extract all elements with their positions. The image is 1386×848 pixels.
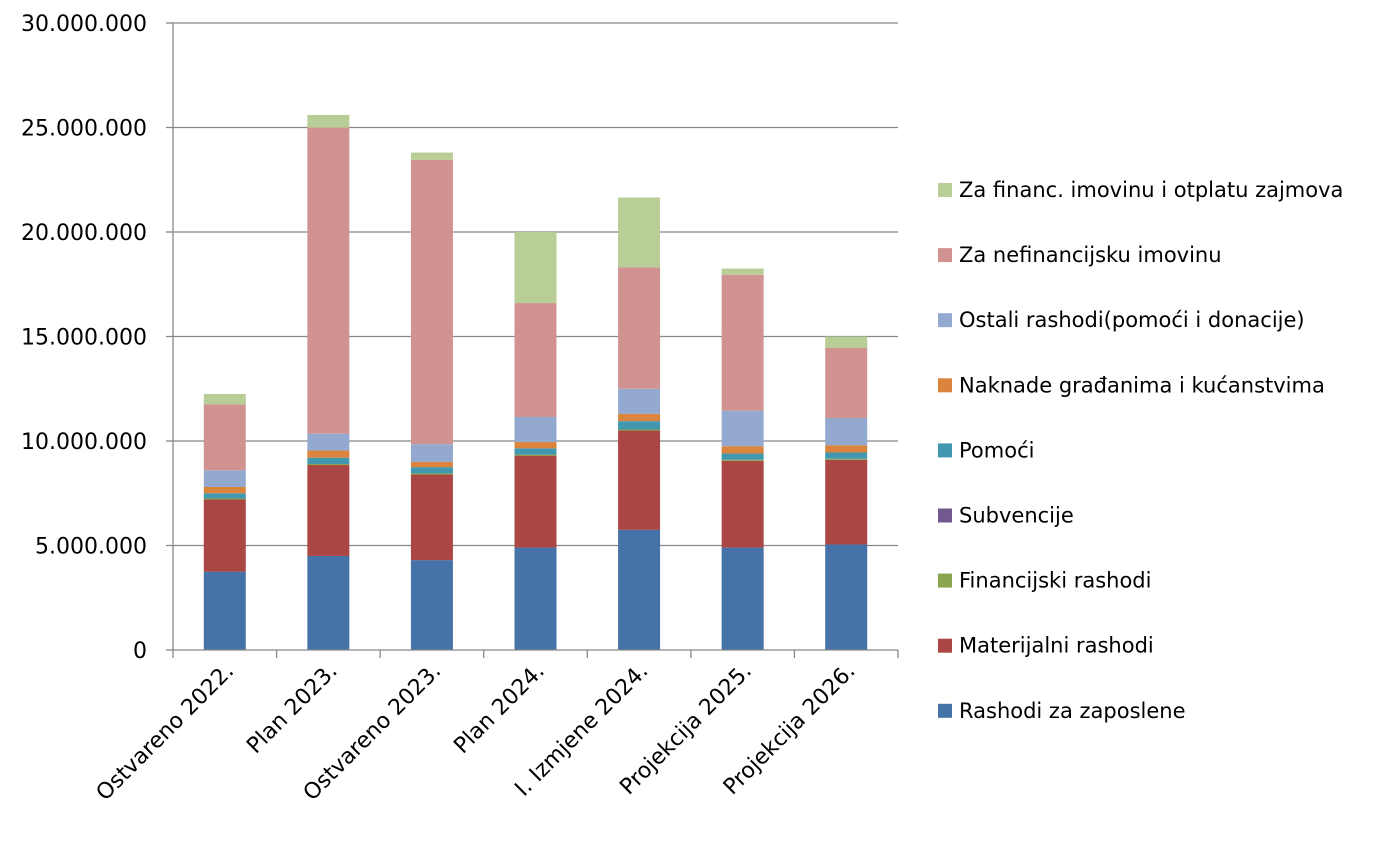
bar-segment bbox=[307, 463, 350, 466]
bar-segment bbox=[307, 114, 350, 128]
bar-segment bbox=[410, 467, 453, 474]
bar-segment bbox=[721, 453, 764, 460]
bar-segment bbox=[514, 547, 557, 650]
legend-swatch bbox=[938, 183, 952, 197]
legend-label: Ostali rashodi(pomoći i donacije) bbox=[959, 308, 1305, 332]
bar-segment bbox=[410, 560, 453, 650]
bar-segment bbox=[203, 393, 246, 405]
bar-segment bbox=[307, 127, 350, 434]
bar-segment bbox=[618, 429, 661, 431]
bar-segment bbox=[514, 303, 557, 417]
bar-segment bbox=[307, 555, 350, 650]
bar-segment bbox=[825, 544, 868, 650]
bar-segment bbox=[514, 454, 557, 456]
bar-segment bbox=[307, 457, 350, 464]
bar-segment bbox=[825, 445, 868, 453]
bar-segment bbox=[514, 232, 557, 304]
bar-segment bbox=[410, 444, 453, 462]
bar-segment bbox=[410, 159, 453, 445]
legend-label: Subvencije bbox=[959, 504, 1074, 528]
legend-label: Za financ. imovinu i otplatu zajmova bbox=[959, 178, 1343, 202]
bar-segment bbox=[410, 473, 453, 475]
bar-segment bbox=[514, 455, 557, 548]
bar-segment bbox=[825, 459, 868, 545]
y-tick-label: 5.000.000 bbox=[35, 535, 147, 560]
bar-segment bbox=[203, 404, 246, 471]
bar-segment bbox=[307, 465, 350, 556]
bar-segment bbox=[825, 458, 868, 460]
legend-swatch bbox=[938, 573, 952, 588]
legend-swatch bbox=[938, 248, 952, 263]
bar-segment bbox=[618, 388, 661, 414]
legend-swatch bbox=[938, 638, 952, 653]
y-tick-label: 15.000.000 bbox=[21, 326, 147, 351]
x-tick-label: Ostvareno 2022. bbox=[92, 659, 239, 806]
bar-segment bbox=[203, 571, 246, 650]
bar-segment bbox=[618, 430, 661, 530]
bar-segment bbox=[514, 442, 557, 449]
bar-segment bbox=[203, 470, 246, 487]
y-tick-label: 30.000.000 bbox=[21, 12, 147, 37]
bar-segment bbox=[721, 410, 764, 447]
bar-segment bbox=[721, 446, 764, 454]
bar-segment bbox=[514, 448, 557, 455]
bar-segment bbox=[410, 152, 453, 160]
y-tick-label: 20.000.000 bbox=[21, 221, 147, 246]
legend-label: Materijalni rashodi bbox=[959, 634, 1154, 658]
bar-segment bbox=[825, 418, 868, 446]
bar-segment bbox=[514, 416, 557, 443]
bar-segment bbox=[825, 452, 868, 459]
legend-label: Pomoći bbox=[959, 438, 1034, 462]
legend-swatch bbox=[938, 378, 952, 393]
y-tick-label: 10.000.000 bbox=[21, 430, 147, 455]
bar-segment bbox=[721, 459, 764, 461]
bar-segment bbox=[307, 433, 350, 451]
bar-segment bbox=[203, 486, 246, 494]
y-tick-label: 0 bbox=[133, 639, 147, 664]
legend-swatch bbox=[938, 443, 952, 458]
legend-label: Rashodi za zaposlene bbox=[959, 699, 1186, 723]
x-tick-label: Plan 2023. bbox=[242, 659, 342, 759]
legend-swatch bbox=[938, 313, 952, 328]
bar-segment bbox=[203, 498, 246, 500]
bar-segment bbox=[618, 413, 661, 422]
legend-swatch bbox=[938, 508, 952, 523]
bar-segment bbox=[618, 529, 661, 650]
bar-segment bbox=[721, 268, 764, 275]
y-tick-label: 25.000.000 bbox=[21, 117, 147, 142]
legend-label: Financijski rashodi bbox=[959, 569, 1151, 593]
bar-segment bbox=[410, 461, 453, 468]
legend-label: Za nefinancijsku imovinu bbox=[959, 243, 1222, 267]
bar-segment bbox=[410, 474, 453, 561]
bar-segment bbox=[825, 336, 868, 348]
bar-segment bbox=[721, 547, 764, 650]
bar-segment bbox=[618, 421, 661, 430]
legend-label: Naknade građanima i kućanstvima bbox=[959, 373, 1325, 397]
bar-segment bbox=[307, 450, 350, 458]
legend-swatch bbox=[938, 703, 952, 718]
x-tick-label: Plan 2024. bbox=[449, 659, 549, 759]
bar-segment bbox=[618, 197, 661, 268]
bar-segment bbox=[618, 267, 661, 389]
bar-segment bbox=[203, 493, 246, 499]
bar-segment bbox=[721, 274, 764, 411]
bar-segment bbox=[825, 347, 868, 419]
bar-segment bbox=[721, 460, 764, 548]
bar-segment bbox=[203, 499, 246, 572]
